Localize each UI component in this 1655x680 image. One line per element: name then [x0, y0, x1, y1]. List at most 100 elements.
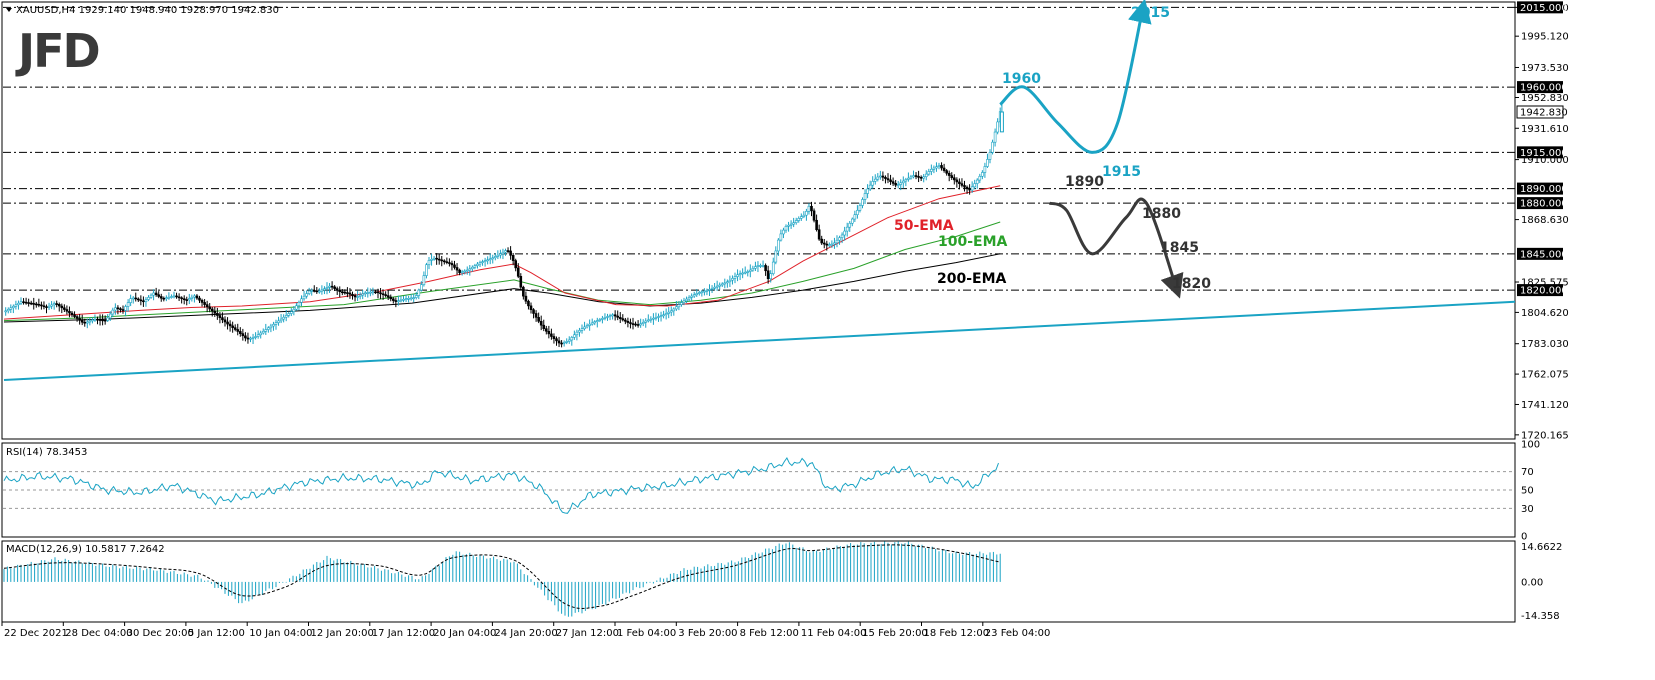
price-tick-label: 1973.530 [1521, 63, 1569, 74]
candle-body [476, 263, 479, 266]
candle-body [80, 320, 84, 323]
level-tag-box [1517, 197, 1563, 210]
level-tag-text: 1880.000 [1520, 199, 1568, 210]
candle-body [282, 316, 285, 320]
candle-body [108, 313, 112, 319]
level-tag-text: 2015.000 [1520, 3, 1568, 14]
candle-body [873, 178, 877, 182]
candle-body [200, 299, 204, 303]
dropdown-icon[interactable] [6, 8, 12, 12]
candle-body [124, 306, 127, 311]
candle-body [239, 331, 242, 334]
candle-body [414, 295, 418, 298]
candle-body [835, 239, 839, 244]
candle-body [611, 314, 614, 317]
rsi-axis: 100 70 50 30 0 [1521, 440, 1540, 543]
macd-signal-line [3, 544, 1001, 609]
candle-body [970, 186, 974, 191]
candle-body [259, 332, 263, 336]
level-tag-box [1517, 247, 1563, 260]
candle-body [57, 304, 61, 307]
bullish-forecast-path [999, 0, 1152, 154]
candle-body [524, 295, 528, 302]
candle-body [886, 178, 890, 181]
candle-body [677, 304, 681, 308]
candle-body [981, 172, 984, 177]
candle-body [810, 205, 813, 212]
candle-body [945, 170, 948, 174]
candle-body [779, 233, 783, 241]
candle-body [672, 308, 676, 312]
candle-body [919, 176, 923, 179]
candle-body [307, 290, 311, 294]
candle-body [427, 260, 431, 266]
candle-body [575, 331, 579, 336]
candle-body [137, 298, 140, 301]
candle-body [144, 299, 148, 302]
candle-body [83, 321, 87, 324]
candle-body [805, 211, 808, 216]
candle-body [231, 325, 234, 328]
candle-body [195, 295, 199, 299]
candle-body [715, 285, 719, 288]
price-tick-label: 1804.620 [1521, 308, 1569, 319]
time-tick-label: 27 Jan 12:00 [556, 628, 619, 639]
candle-body [741, 272, 744, 275]
candle-body [376, 291, 380, 294]
candle-body [277, 320, 280, 323]
candle-body [542, 324, 546, 329]
candle-body [430, 258, 433, 261]
rsi-tick-label: 70 [1521, 467, 1534, 478]
candle-body [838, 237, 841, 241]
candle-body [330, 285, 334, 288]
candle-body [302, 295, 306, 300]
macd-label: MACD(12,26,9) 10.5817 7.2642 [6, 544, 165, 555]
candle-body [274, 322, 278, 325]
candle-body [641, 321, 645, 324]
candle-body [692, 294, 696, 297]
level-tag-text: 1845.000 [1520, 249, 1568, 260]
bearish-forecast-path [1048, 197, 1184, 299]
level-tags: 2015.000 1960.000 1915.000 1890.000 1880.000… [1516, 1, 1568, 297]
level-tag-text: 1915.000 [1520, 148, 1568, 159]
candle-body [935, 166, 938, 169]
time-tick-label: 18 Feb 12:00 [924, 628, 990, 639]
candle-body [340, 291, 344, 293]
candle-body [154, 292, 158, 296]
candle-body [876, 176, 880, 180]
time-tick-label: 11 Feb 04:00 [801, 628, 867, 639]
candle-body [251, 337, 255, 339]
target-2015-label: 2015 [1131, 5, 1170, 21]
support-trendline [3, 300, 1516, 381]
candle-body [114, 307, 117, 311]
rsi-tick-label: 30 [1521, 504, 1534, 515]
time-tick-label: 5 Jan 12:00 [188, 628, 245, 639]
candle-body [845, 226, 849, 232]
candle-body [478, 262, 482, 265]
candle-body [499, 253, 502, 256]
price-tick-label: 1783.030 [1521, 339, 1569, 350]
price-tick-label: 1720.165 [1521, 430, 1569, 441]
candle-body [909, 176, 913, 179]
level-tag-box [1517, 146, 1563, 159]
candle-body [205, 304, 209, 308]
candle-body [828, 244, 831, 246]
candle-body [975, 179, 979, 184]
candle-body [603, 317, 607, 319]
candle-body [504, 250, 507, 253]
candle-body [126, 302, 130, 307]
rsi-tick-label: 50 [1521, 486, 1534, 497]
candle-body [493, 256, 497, 259]
candle-body [927, 171, 931, 175]
candle-body [356, 296, 359, 298]
candle-body [636, 324, 640, 326]
candle-body [649, 318, 653, 321]
candle-body [532, 309, 535, 314]
candle-body [213, 310, 217, 314]
candle-body [409, 297, 413, 300]
candle-body [621, 318, 625, 321]
candle-body [24, 301, 28, 304]
candle-body [544, 328, 548, 332]
